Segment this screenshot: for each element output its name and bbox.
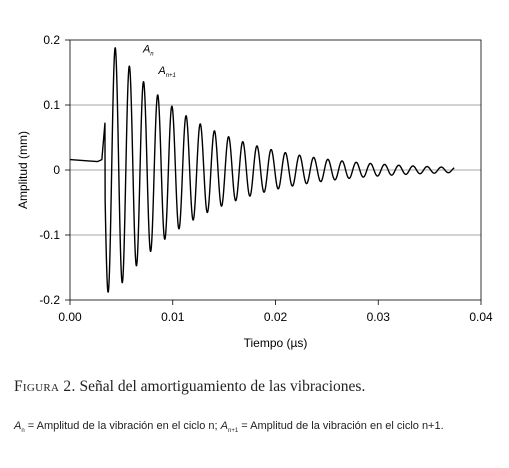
figure-note: An = Amplitud de la vibración en el cicl…	[14, 419, 499, 438]
x-tick-label-0: 0.00	[58, 310, 82, 324]
figure-caption: Figura 2. Señal del amortiguamiento de l…	[14, 378, 499, 396]
annotation-base-0: A	[142, 43, 150, 55]
note-symbol-an: A	[14, 420, 22, 432]
x-tick-label-2: 0.02	[264, 310, 288, 324]
y-tick-label-0: 0.2	[43, 33, 60, 47]
series-line-amplitude	[69, 47, 455, 293]
note-text-part2: = Amplitud de la vibración en el ciclo n…	[238, 420, 444, 432]
annotation-a-n: An	[142, 43, 154, 57]
annotation-subscript-1: n+1	[166, 73, 176, 79]
y-axis-title: Amplitud (mm)	[16, 131, 30, 209]
y-tick-label-3: -0.1	[39, 228, 60, 242]
tick-labels: 0.2 0.1 0 -0.1 -0.2 0.00 0.01 0.02 0.03 0.04	[39, 33, 493, 324]
y-tick-label-4: -0.2	[39, 293, 60, 307]
x-tick-label-4: 0.04	[469, 310, 493, 324]
axis-ticks	[65, 39, 482, 305]
note-subscript-n1: n+1	[228, 428, 239, 435]
caption-text: Señal del amortiguamiento de las vibraci…	[79, 378, 366, 395]
annotation-a-n1: An+1	[157, 65, 176, 79]
annotation-base-1: A	[157, 65, 165, 77]
note-subscript-n: n	[21, 428, 25, 435]
x-tick-label-3: 0.03	[367, 310, 391, 324]
y-tick-label-2: 0	[53, 163, 60, 177]
x-axis-title: Tiempo (µs)	[244, 336, 308, 350]
y-tick-label-1: 0.1	[43, 98, 60, 112]
annotation-subscript-0: n	[150, 51, 154, 57]
figure-label: Figura 2.	[14, 378, 76, 395]
vibration-damping-chart: 0.20.10-0.1-0.20.00 0.01 0.02 0.03 0.04 AnAn…	[16, 33, 493, 350]
note-text-part1: = Amplitud de la vibración en el ciclo n…	[24, 420, 221, 432]
note-symbol-an1: A	[220, 420, 229, 432]
x-tick-label-1: 0.01	[161, 310, 185, 324]
